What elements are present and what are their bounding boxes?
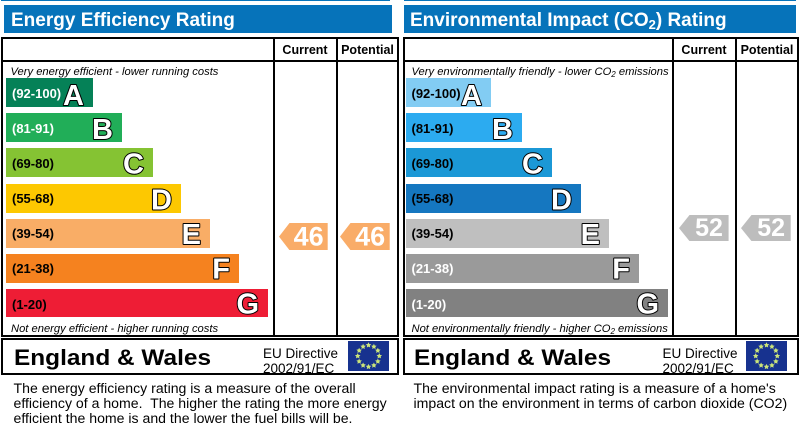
svg-text:F: F	[212, 253, 230, 285]
svg-text:52: 52	[757, 215, 785, 241]
svg-text:46: 46	[294, 223, 324, 250]
svg-text:B: B	[92, 114, 113, 145]
svg-text:G: G	[636, 288, 659, 320]
svg-text:46: 46	[355, 223, 385, 250]
svg-text:G: G	[236, 288, 259, 320]
svg-text:C: C	[123, 149, 144, 180]
svg-text:D: D	[551, 184, 572, 216]
svg-text:F: F	[612, 253, 630, 285]
svg-text:B: B	[492, 114, 513, 145]
svg-text:C: C	[522, 149, 543, 180]
svg-text:A: A	[461, 80, 482, 110]
svg-text:E: E	[182, 219, 201, 251]
svg-text:D: D	[151, 184, 172, 216]
svg-text:E: E	[580, 219, 599, 251]
svg-text:A: A	[63, 80, 84, 110]
svg-text:52: 52	[695, 215, 723, 241]
